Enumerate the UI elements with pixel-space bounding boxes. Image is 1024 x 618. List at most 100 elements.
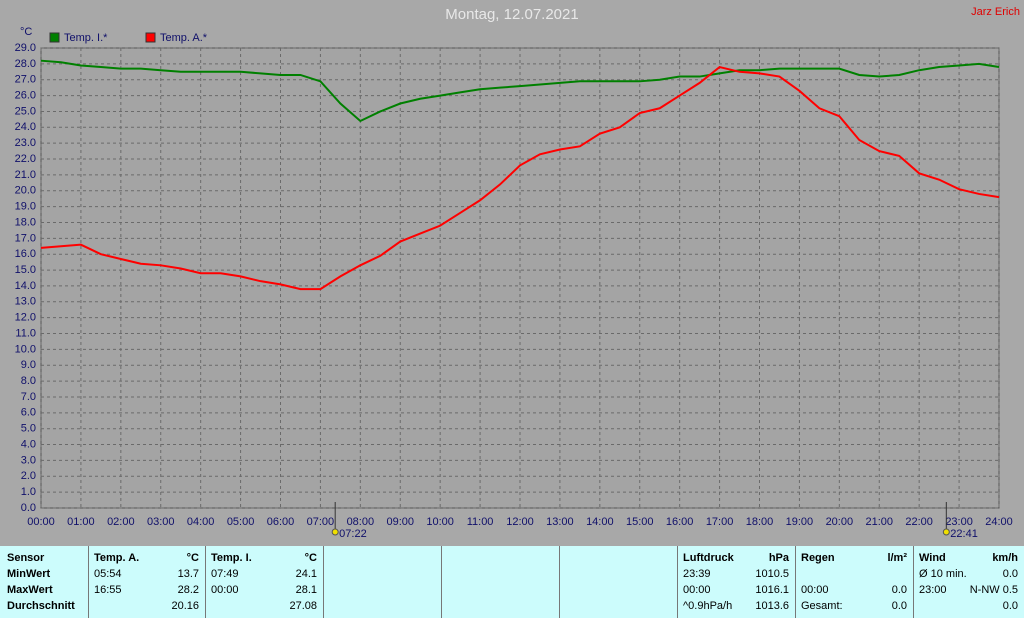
- table-cell: 28.1: [295, 584, 317, 596]
- table-cell: °C: [304, 552, 317, 564]
- x-tick-label: 18:00: [746, 516, 774, 528]
- y-tick-label: 21.0: [15, 169, 36, 181]
- y-tick-label: 15.0: [15, 264, 36, 276]
- legend-label: Temp. A.*: [160, 32, 208, 44]
- table-cell: l/m²: [887, 552, 907, 564]
- x-tick-label: 23:00: [945, 516, 973, 528]
- x-tick-label: 15:00: [626, 516, 654, 528]
- table-cell: 1016.1: [755, 584, 789, 596]
- x-tick-label: 09:00: [386, 516, 414, 528]
- table-cell: Sensor: [7, 552, 45, 564]
- y-tick-label: 28.0: [15, 58, 36, 70]
- x-tick-label: 08:00: [347, 516, 375, 528]
- table-cell: Durchschnitt: [7, 600, 75, 612]
- summary-table: Sensor MinWert MaxWert Durchschnitt Temp. A.…: [0, 546, 1024, 618]
- x-tick-label: 02:00: [107, 516, 135, 528]
- x-tick-label: 03:00: [147, 516, 175, 528]
- table-cell: 00:00: [801, 584, 829, 596]
- y-tick-label: 8.0: [21, 375, 36, 387]
- table-cell: 23:00: [919, 584, 947, 596]
- y-tick-label: 13.0: [15, 296, 36, 308]
- sun-icon: [942, 528, 950, 536]
- x-tick-label: 13:00: [546, 516, 574, 528]
- x-tick-label: 19:00: [786, 516, 814, 528]
- table-cell: Regen: [801, 552, 835, 564]
- x-tick-label: 05:00: [227, 516, 255, 528]
- chart: Montag, 12.07.2021 Jarz Erich °C 0.0 1.0 2…: [15, 6, 1020, 540]
- x-tick-label: 17:00: [706, 516, 734, 528]
- table-cell: 0.0: [1002, 600, 1018, 612]
- table-cell: 20.16: [171, 600, 199, 612]
- table-panel: [441, 546, 560, 618]
- table-cell: MinWert: [7, 568, 51, 580]
- table-cell: 05:54: [94, 568, 122, 580]
- chart-title: Montag, 12.07.2021: [445, 6, 578, 23]
- x-tick-label: 01:00: [67, 516, 95, 528]
- table-panel: [677, 546, 796, 618]
- y-tick-label: 25.0: [15, 105, 36, 117]
- y-tick-label: 14.0: [15, 280, 36, 292]
- y-tick-label: 29.0: [15, 42, 36, 54]
- y-tick-label: 6.0: [21, 407, 36, 419]
- y-tick-label: 20.0: [15, 185, 36, 197]
- table-cell: MaxWert: [7, 584, 53, 596]
- series-line: [40, 59, 1000, 123]
- annotation: 07:22: [339, 528, 367, 540]
- x-tick-label: 24:00: [985, 516, 1013, 528]
- table-cell: 13.7: [177, 568, 199, 580]
- table-cell: 28.2: [177, 584, 199, 596]
- table-cell: 0.0: [891, 600, 907, 612]
- y-tick-label: 17.0: [15, 232, 36, 244]
- y-tick-label: 9.0: [21, 359, 36, 371]
- table-cell: 0.0: [1002, 568, 1018, 580]
- x-tick-label: 20:00: [826, 516, 854, 528]
- y-tick-label: 2.0: [21, 470, 36, 482]
- y-tick-label: 11.0: [15, 327, 36, 339]
- table-cell: Wind: [919, 552, 946, 564]
- table-panel: [205, 546, 324, 618]
- table-panel: [559, 546, 678, 618]
- table-cell: 27.08: [289, 600, 317, 612]
- x-tick-label: 14:00: [586, 516, 614, 528]
- annotation: 22:41: [950, 528, 978, 540]
- table-cell: Gesamt:: [801, 600, 843, 612]
- y-tick-label: 3.0: [21, 454, 36, 466]
- y-tick-label: 26.0: [15, 89, 36, 101]
- series-line: [40, 65, 1000, 291]
- table-cell: 24.1: [295, 568, 317, 580]
- y-axis-label: °C: [20, 26, 32, 38]
- table-cell: N-NW 0.5: [969, 584, 1018, 596]
- table-cell: Temp. I.: [211, 552, 252, 564]
- table-cell: 07:49: [211, 568, 239, 580]
- table-cell: 23:39: [683, 568, 711, 580]
- table-cell: 00:00: [211, 584, 239, 596]
- table-cell: hPa: [768, 552, 789, 564]
- x-tick-label: 10:00: [426, 516, 454, 528]
- y-tick-label: 16.0: [15, 248, 36, 260]
- table-cell: 1013.6: [755, 600, 789, 612]
- y-tick-label: 23.0: [15, 137, 36, 149]
- x-tick-label: 11:00: [467, 516, 494, 528]
- x-tick-label: 00:00: [27, 516, 55, 528]
- table-cell: Ø 10 min.: [919, 568, 967, 580]
- table-cell: °C: [186, 552, 199, 564]
- y-tick-label: 24.0: [15, 121, 36, 133]
- y-tick-label: 22.0: [15, 153, 36, 165]
- x-tick-label: 06:00: [267, 516, 295, 528]
- table-cell: Luftdruck: [683, 552, 734, 564]
- sun-icon: [331, 528, 339, 536]
- table-cell: 16:55: [94, 584, 122, 596]
- y-tick-label: 12.0: [15, 312, 36, 324]
- y-tick-label: 0.0: [21, 502, 36, 514]
- table-panel: [323, 546, 442, 618]
- y-tick-label: 5.0: [21, 423, 36, 435]
- legend-label: Temp. I.*: [64, 32, 108, 44]
- y-tick-label: 1.0: [21, 486, 36, 498]
- x-tick-label: 12:00: [506, 516, 534, 528]
- y-tick-label: 10.0: [15, 343, 36, 355]
- y-tick-label: 27.0: [15, 74, 36, 86]
- x-tick-label: 04:00: [187, 516, 215, 528]
- table-panel: [88, 546, 206, 618]
- y-tick-label: 18.0: [15, 216, 36, 228]
